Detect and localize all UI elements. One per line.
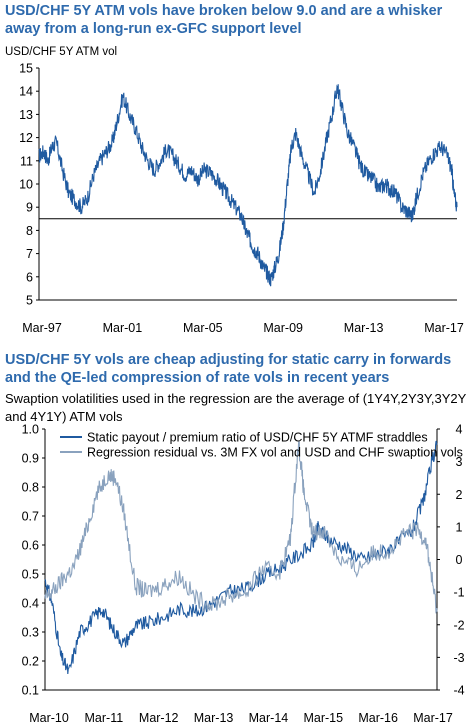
chart-1-x-tick-label: Mar-09 [263, 321, 303, 335]
chart-2-left-tick-label: 0.2 [22, 655, 39, 669]
chart-2-legend-label: Regression residual vs. 3M FX vol and US… [87, 446, 463, 460]
chart-1-x-tick-label: Mar-97 [22, 321, 62, 335]
chart-1-y-axis-label: USD/CHF 5Y ATM vol [5, 46, 118, 58]
chart-2-x-tick-label: Mar-17 [413, 711, 453, 725]
chart-1-y-tick-label: 8 [26, 224, 33, 238]
chart-2-legend-label: Static payout / premium ratio of USD/CHF… [87, 431, 428, 445]
chart-1-y-tick-label: 6 [26, 270, 33, 284]
chart-2-right-tick-label: 4 [456, 423, 463, 437]
chart-1-x-tick-label: Mar-17 [424, 321, 464, 335]
chart-1-y-tick-label: 11 [20, 154, 33, 168]
chart-2-right-tick-label: 1 [456, 520, 463, 534]
chart-2-left-tick-label: 0.3 [22, 626, 39, 640]
chart-1-x-tick-label: Mar-05 [183, 321, 223, 335]
chart-2-x-tick-label: Mar-15 [303, 711, 343, 725]
chart-2-x-tick-label: Mar-13 [194, 711, 234, 725]
chart-1-y-tick-label: 5 [26, 294, 33, 308]
chart-1-y-tick-label: 15 [19, 62, 33, 76]
chart-2-left-tick-label: 0.5 [22, 568, 39, 582]
chart-2-x-tick-label: Mar-11 [85, 711, 124, 725]
chart-1-series-line [38, 84, 458, 287]
chart-1-y-tick-label: 7 [26, 247, 33, 261]
chart-1-y-tick-label: 10 [19, 178, 33, 192]
chart-2-x-tick-label: Mar-10 [29, 711, 69, 725]
chart-1-y-tick-label: 9 [26, 201, 33, 215]
chart-2-x-tick-label: Mar-14 [249, 711, 289, 725]
chart-2-left-tick-label: 1.0 [22, 423, 39, 437]
chart-1-plot: 5 6 7 8 9 10 11 12 13 14 15 Mar-97 Mar-01 Mar-05 Mar-0… [19, 62, 464, 336]
chart-2-subtitle: Swaption volatilities used in the regres… [5, 391, 467, 424]
chart-2-right-tick-label: -3 [453, 651, 464, 665]
chart-2-left-tick-label: 0.1 [22, 684, 39, 698]
chart-2-left-tick-label: 0.6 [22, 539, 39, 553]
chart-1-y-tick-label: 13 [19, 108, 33, 122]
chart-2-left-tick-label: 0.9 [22, 452, 39, 466]
chart-2-x-tick-label: Mar-12 [139, 711, 179, 725]
chart-1-y-tick-label: 12 [19, 131, 33, 145]
chart-1-title: USD/CHF 5Y ATM vols have broken below 9.… [5, 3, 443, 37]
chart-1-x-tick-label: Mar-01 [103, 321, 143, 335]
chart-1-y-tick-label: 14 [19, 85, 33, 99]
chart-2-right-tick-label: 2 [456, 488, 463, 502]
chart-2-title: USD/CHF 5Y vols are cheap adjusting for … [5, 352, 452, 386]
chart-2-right-tick-label: -1 [453, 586, 464, 600]
chart-2-residual-line [44, 441, 438, 614]
chart-2-right-tick-label: -4 [453, 684, 464, 698]
chart-2-left-tick-label: 0.4 [22, 597, 39, 611]
chart-2-left-tick-label: 0.7 [22, 510, 39, 524]
chart-2-left-tick-label: 0.8 [22, 481, 39, 495]
chart-2-right-tick-label: -2 [453, 618, 464, 632]
chart-2-x-tick-label: Mar-16 [358, 711, 398, 725]
chart-2-right-tick-label: 3 [456, 455, 463, 469]
chart-1-x-tick-label: Mar-13 [344, 321, 384, 335]
chart-2-right-tick-label: 0 [456, 553, 463, 567]
